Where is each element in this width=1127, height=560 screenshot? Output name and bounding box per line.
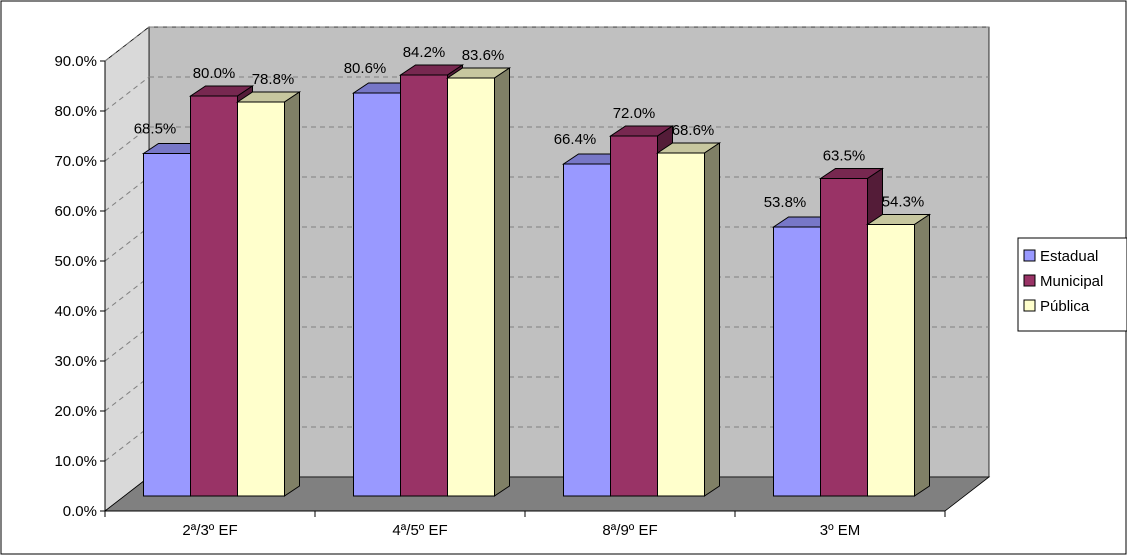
y-tick-label: 90.0%: [54, 53, 97, 70]
bar-front: [657, 152, 705, 497]
y-tick-label: 0.0%: [63, 503, 97, 520]
legend-box: [1017, 237, 1127, 332]
y-tick-label: 40.0%: [54, 303, 97, 320]
bar: [445, 67, 512, 497]
y-tick-label: 70.0%: [54, 153, 97, 170]
y-tick-label: 80.0%: [54, 103, 97, 120]
y-tick-label: 10.0%: [54, 453, 97, 470]
data-label: 68.5%: [134, 121, 177, 138]
data-label: 54.3%: [882, 194, 925, 211]
legend-swatch: [1023, 274, 1036, 287]
data-labels: 68.5% 80.0% 78.8% 80.6% 84.2% 83.6% 66.4% 72.0%…: [134, 44, 925, 211]
gridline-side: [104, 76, 150, 112]
data-label: 66.4%: [554, 131, 597, 148]
data-label: 53.8%: [764, 194, 807, 211]
bar-front: [563, 163, 611, 497]
axes: 0.0% 10.0% 20.0% 30.0% 40.0% 50.0% 60.0% 70.0% 8…: [54, 53, 946, 539]
x-tick-label: 8ª/9º EF: [602, 522, 657, 539]
data-label: 84.2%: [403, 44, 446, 61]
data-label: 83.6%: [462, 47, 505, 64]
gridline-side: [104, 226, 150, 262]
y-tick-label: 20.0%: [54, 403, 97, 420]
bar-front: [867, 224, 915, 497]
legend-label: Municipal: [1040, 273, 1103, 290]
bar-side: [284, 91, 300, 497]
bar-front: [820, 178, 868, 497]
gridline-side: [104, 326, 150, 362]
bar-front: [143, 153, 191, 497]
data-label: 72.0%: [613, 105, 656, 122]
y-tick-label: 50.0%: [54, 253, 97, 270]
bar: [235, 91, 302, 497]
bar-front: [400, 74, 448, 497]
bar-side: [494, 67, 510, 497]
bar-front: [237, 101, 285, 497]
x-tick-label: 4ª/5º EF: [392, 522, 447, 539]
gridline-side: [104, 276, 150, 312]
data-label: 80.0%: [193, 65, 236, 82]
bar-front: [190, 95, 238, 497]
legend-swatch: [1023, 249, 1036, 262]
gridline-side: [104, 126, 150, 162]
bars: [141, 64, 932, 497]
data-label: 80.6%: [344, 60, 387, 77]
legend: Estadual Municipal Pública: [1017, 237, 1127, 332]
bar-side: [704, 142, 720, 497]
bar: [865, 213, 932, 497]
y-tick-label: 60.0%: [54, 203, 97, 220]
gridline-side: [104, 426, 150, 462]
legend-label: Pública: [1040, 298, 1090, 315]
gridline-side: [104, 26, 150, 62]
bar: [655, 142, 722, 497]
bar-side: [914, 213, 930, 497]
gridline-side: [104, 376, 150, 412]
bar-front: [610, 135, 658, 497]
x-tick-label: 3º EM: [820, 522, 861, 539]
bar-front: [447, 77, 495, 497]
data-label: 78.8%: [252, 71, 295, 88]
legend-label: Estadual: [1040, 248, 1098, 265]
data-label: 68.6%: [672, 122, 715, 139]
y-tick-label: 30.0%: [54, 353, 97, 370]
x-tick-label: 2ª/3º EF: [182, 522, 237, 539]
legend-swatch: [1023, 299, 1036, 312]
side-wall: [104, 26, 150, 512]
gridline-side: [104, 176, 150, 212]
data-label: 63.5%: [823, 148, 866, 165]
bar-front: [773, 226, 821, 497]
bar-front: [353, 92, 401, 497]
